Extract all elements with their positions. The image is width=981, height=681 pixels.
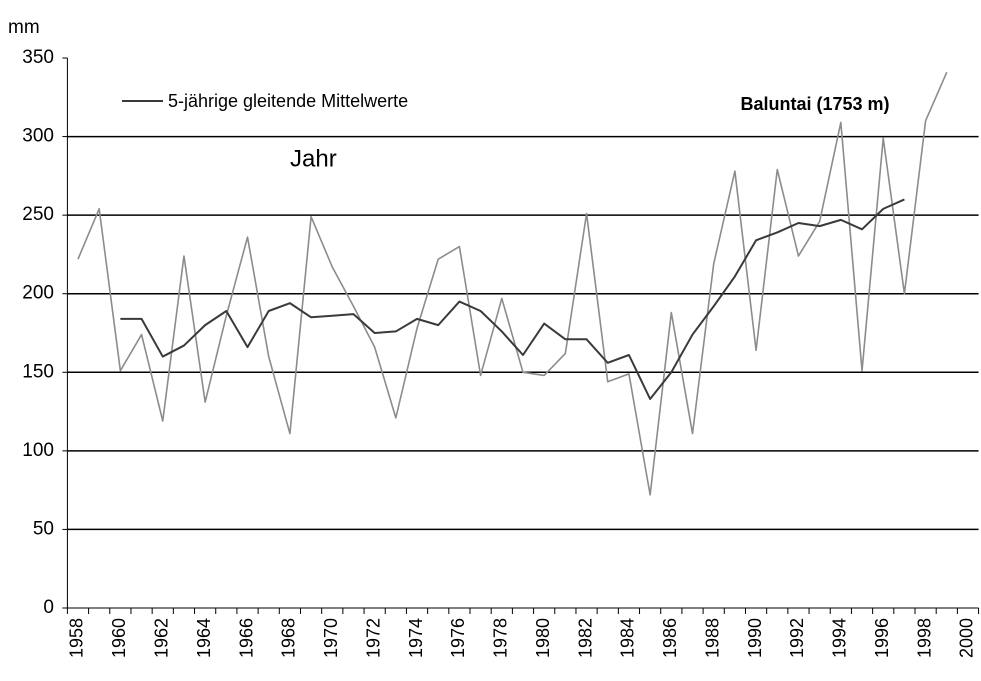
x-tick-label: 1976 — [448, 618, 468, 658]
x-tick-label: 1988 — [702, 618, 722, 658]
x-tick-label: 1982 — [575, 618, 595, 658]
x-tick-label: 1998 — [914, 618, 934, 658]
x-tick-label: 1996 — [872, 618, 892, 658]
x-tick-label: 1968 — [279, 618, 299, 658]
x-tick-label: 1962 — [152, 618, 172, 658]
y-tick-label: 300 — [22, 126, 54, 147]
series-label: Jahr — [290, 145, 337, 172]
x-tick-label: 1978 — [491, 618, 511, 658]
x-tick-label: 1958 — [67, 618, 87, 658]
y-tick-label: 100 — [22, 440, 54, 461]
chart-title: Baluntai (1753 m) — [740, 94, 889, 114]
x-tick-label: 1974 — [406, 618, 426, 658]
y-tick-label: 350 — [22, 47, 54, 68]
x-tick-label: 1960 — [109, 618, 129, 658]
x-tick-label: 1984 — [618, 618, 638, 658]
y-tick-label: 0 — [43, 597, 54, 618]
x-tick-label: 1966 — [236, 618, 256, 658]
x-tick-label: 2000 — [957, 618, 977, 658]
y-tick-label: 250 — [22, 204, 54, 225]
x-tick-label: 1970 — [321, 618, 341, 658]
series-line — [120, 198, 905, 400]
x-tick-label: 1992 — [787, 618, 807, 658]
y-tick-label: 150 — [22, 361, 54, 382]
legend-label: 5-jährige gleitende Mittelwerte — [168, 91, 408, 111]
x-tick-label: 1980 — [533, 618, 553, 658]
x-tick-label: 1994 — [830, 618, 850, 658]
x-tick-label: 1986 — [660, 618, 680, 658]
y-tick-label: 200 — [22, 283, 54, 304]
y-axis-label: mm — [8, 17, 40, 38]
x-tick-label: 1972 — [363, 618, 383, 658]
x-tick-label: 1964 — [194, 618, 214, 658]
y-tick-label: 50 — [33, 518, 54, 539]
series-line — [77, 71, 948, 496]
x-tick-label: 1990 — [745, 618, 765, 658]
